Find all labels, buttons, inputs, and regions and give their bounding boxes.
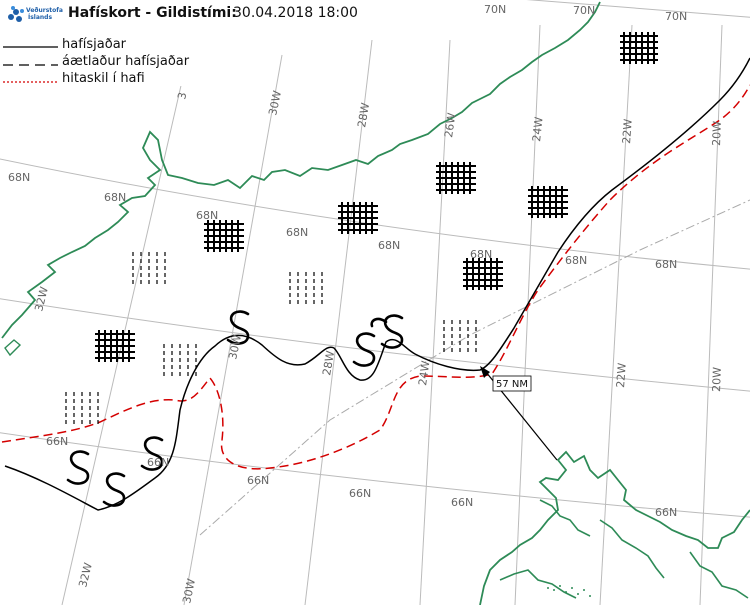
lon-label: 30W	[180, 577, 198, 604]
lon-label: 22W	[620, 118, 635, 144]
svg-text:Íslands: Íslands	[28, 13, 52, 21]
ice-dash-symbol	[163, 344, 197, 378]
ice-s-symbol	[140, 436, 164, 471]
ice-grid-symbol	[436, 162, 476, 194]
lat-label: 68N	[378, 239, 400, 252]
legend: hafísjaðar áætlaður hafísjaðar hitaskil …	[0, 30, 230, 86]
lon-label: 32W	[76, 561, 95, 588]
legend-label: áætlaður hafísjaðar	[62, 54, 190, 69]
ice-s-symbol	[380, 314, 404, 349]
lon-label: 3	[175, 91, 189, 101]
lon-label: 22W	[614, 362, 629, 388]
lat-label: 70N	[484, 3, 506, 16]
lon-line-24w	[514, 24, 541, 605]
iceland-fjord-detail-2	[599, 519, 665, 579]
lat-label: 66N	[655, 506, 677, 519]
legend-label: hitaskil í hafi	[62, 71, 145, 86]
ice-grid-symbol	[204, 220, 244, 252]
lon-line-20w	[699, 24, 723, 605]
lat-label: 68N	[655, 258, 677, 271]
header-background	[0, 0, 365, 26]
iceland-fjord-detail-4	[499, 569, 577, 599]
page-title: Hafískort - Gildistími:	[68, 5, 237, 21]
lat-label: 66N	[451, 496, 473, 509]
lon-line-28w	[304, 39, 373, 605]
lat-label: 66N	[349, 487, 371, 500]
ice-grid-symbol	[528, 186, 568, 218]
ice-grid-symbol	[338, 202, 378, 234]
ice-s-symbol	[370, 317, 388, 328]
lon-label: 32W	[32, 285, 51, 312]
lon-label: 28W	[320, 350, 337, 377]
lon-label: 30W	[226, 333, 244, 360]
iceland-fjord-detail-1	[539, 499, 591, 537]
lat-label: 68N	[8, 171, 30, 184]
ice-dash-symbol	[443, 320, 477, 352]
ice-grid-symbol	[95, 330, 135, 362]
ice-dash-symbol	[65, 392, 99, 426]
legend-background	[0, 30, 230, 86]
lon-label: 24W	[530, 116, 546, 142]
lat-line-66n	[0, 432, 750, 518]
ice-s-symbol	[66, 450, 90, 485]
lat-label: 68N	[104, 191, 126, 204]
lat-label: 68N	[470, 248, 492, 261]
iceland-coastline	[479, 450, 750, 605]
lon-line-22w	[599, 24, 633, 605]
latitude-labels: 70N 70N 70N 68N 68N 68N 68N 68N 68N 68N …	[8, 3, 687, 519]
lat-label: 68N	[286, 226, 308, 239]
ice-s-symbol	[352, 332, 376, 367]
ice-grid-symbol	[620, 32, 658, 64]
legend-item-estimated-ice-edge: áætlaður hafísjaðar	[3, 54, 190, 69]
ice-symbols-grid	[95, 32, 658, 362]
greenland-coast-detail	[4, 339, 22, 357]
longitude-labels: 3 30W 28W 26W 24W 22W 20W 32W 30W 28W 24…	[32, 89, 724, 604]
distance-label: 57 NM	[496, 379, 528, 390]
lat-label: 66N	[247, 474, 269, 487]
header: Veðurstofa Íslands Hafískort - Gildistím…	[0, 0, 365, 26]
ice-dash-symbol	[289, 272, 323, 306]
distance-label-box	[492, 375, 532, 392]
lon-line-30w	[183, 54, 283, 605]
lon-label: 30W	[266, 89, 284, 116]
ice-dash-symbol	[132, 252, 166, 284]
legend-item-ice-edge: hafísjaðar	[3, 37, 127, 52]
svg-text:Veðurstofa: Veðurstofa	[26, 7, 63, 14]
lon-line-26w	[419, 39, 451, 605]
ice-edge-line	[4, 57, 750, 511]
ice-symbols-dashed	[65, 252, 477, 426]
lon-label: 20W	[710, 121, 724, 146]
lat-label: 70N	[665, 10, 687, 23]
lon-label: 24W	[416, 360, 432, 387]
validity-date: 30.04.2018 18:00	[233, 5, 358, 21]
iceland-fjord-detail-3	[689, 551, 749, 599]
lat-label: 66N	[46, 435, 68, 448]
lon-line-32w	[61, 54, 189, 605]
lat-label: 70N	[573, 4, 595, 17]
vedurstofa-logo: Veðurstofa Íslands	[8, 6, 63, 22]
greenland-coastline	[1, 1, 601, 339]
reference-dash-dot-line	[199, 199, 750, 536]
thermal-front-line	[1, 84, 750, 470]
lat-label: 66N	[147, 456, 169, 469]
legend-label: hafísjaðar	[62, 37, 127, 52]
distance-arrow-head	[480, 366, 490, 378]
lon-label: 26W	[442, 112, 458, 139]
ice-grid-symbol	[463, 258, 503, 290]
ice-s-symbol	[102, 472, 126, 507]
lat-label: 68N	[565, 254, 587, 267]
lat-line-70n	[532, 0, 750, 18]
lon-label: 20W	[710, 367, 724, 392]
legend-item-thermal-front: hitaskil í hafi	[3, 71, 145, 86]
lon-label: 28W	[355, 102, 372, 129]
ice-symbols-s	[66, 310, 404, 507]
lat-label: 68N	[196, 209, 218, 222]
iceland-inland-detail	[547, 585, 591, 597]
ice-s-symbol	[226, 310, 250, 345]
